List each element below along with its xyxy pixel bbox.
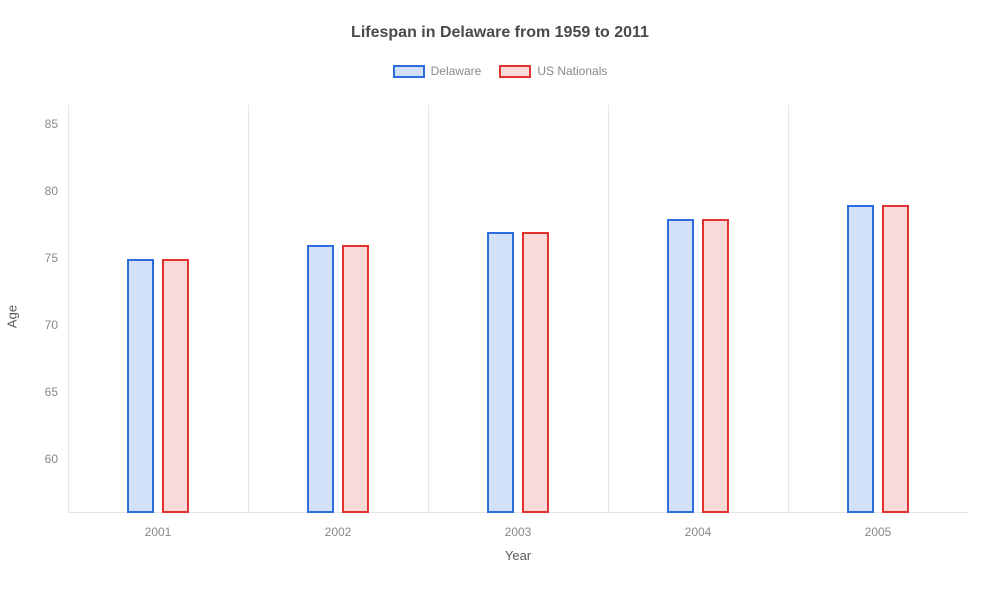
y-tick: 65 (45, 385, 58, 399)
y-tick: 70 (45, 318, 58, 332)
legend-item-us-nationals[interactable]: US Nationals (499, 64, 607, 78)
bar-us-nationals[interactable] (342, 245, 369, 513)
bar-delaware[interactable] (307, 245, 334, 513)
y-tick: 85 (45, 117, 58, 131)
gridline (68, 105, 69, 513)
bar-us-nationals[interactable] (162, 259, 189, 513)
legend-swatch-us-nationals (499, 65, 531, 78)
gridline (248, 105, 249, 513)
bar-delaware[interactable] (667, 219, 694, 513)
chart-container: Lifespan in Delaware from 1959 to 2011 D… (0, 0, 1000, 600)
legend-item-delaware[interactable]: Delaware (393, 64, 482, 78)
bar-delaware[interactable] (127, 259, 154, 513)
x-axis: Year 2001 2002 2003 2004 2005 (68, 513, 968, 563)
y-tick: 75 (45, 251, 58, 265)
bar-us-nationals[interactable] (702, 219, 729, 513)
x-tick: 2001 (145, 525, 172, 539)
gridline (608, 105, 609, 513)
x-tick: 2004 (685, 525, 712, 539)
x-tick: 2003 (505, 525, 532, 539)
legend: Delaware US Nationals (0, 64, 1000, 78)
y-axis: 60 65 70 75 80 85 (0, 105, 68, 513)
legend-label-delaware: Delaware (431, 64, 482, 78)
plot-area (68, 105, 968, 513)
bar-delaware[interactable] (487, 232, 514, 513)
y-tick: 80 (45, 184, 58, 198)
bar-us-nationals[interactable] (882, 205, 909, 513)
y-tick: 60 (45, 452, 58, 466)
gridline (788, 105, 789, 513)
x-tick: 2002 (325, 525, 352, 539)
legend-swatch-delaware (393, 65, 425, 78)
chart-title: Lifespan in Delaware from 1959 to 2011 (0, 0, 1000, 42)
bar-delaware[interactable] (847, 205, 874, 513)
x-axis-label: Year (505, 548, 531, 563)
bar-us-nationals[interactable] (522, 232, 549, 513)
legend-label-us-nationals: US Nationals (537, 64, 607, 78)
gridline (428, 105, 429, 513)
x-tick: 2005 (865, 525, 892, 539)
